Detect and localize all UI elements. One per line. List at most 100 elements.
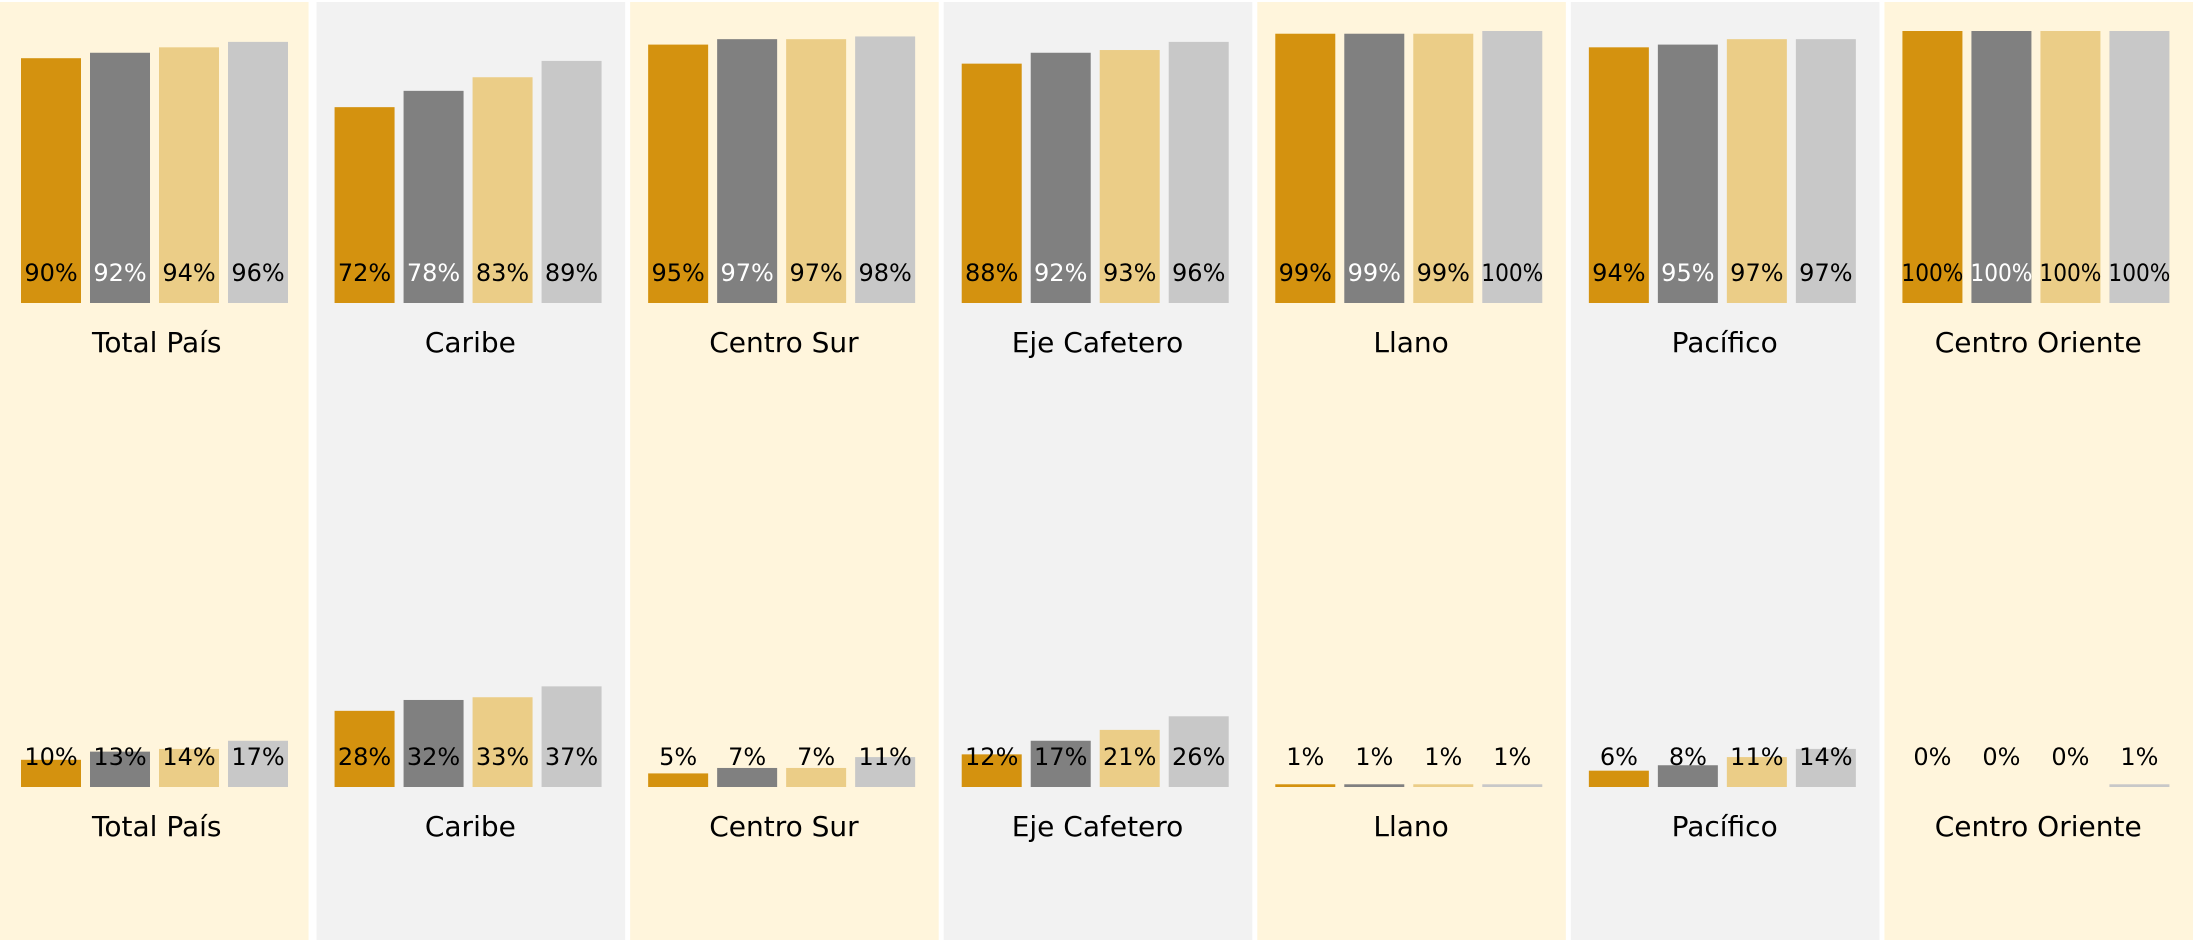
- bar: [1168, 716, 1229, 787]
- category-label: Total País: [91, 326, 221, 359]
- value-label: 96%: [1172, 259, 1225, 287]
- value-label: 92%: [93, 259, 146, 287]
- bar: [717, 39, 778, 303]
- value-label: 97%: [789, 259, 842, 287]
- value-label: 99%: [1279, 259, 1332, 287]
- value-label: 90%: [24, 259, 77, 287]
- bar: [334, 710, 395, 787]
- value-label: 8%: [1669, 743, 1707, 771]
- value-label: 33%: [476, 743, 529, 771]
- bar: [1099, 729, 1160, 787]
- bar: [1482, 31, 1543, 303]
- bar: [961, 63, 1022, 303]
- value-label: 1%: [1493, 743, 1531, 771]
- value-label: 88%: [965, 259, 1018, 287]
- category-label: Caribe: [425, 810, 516, 843]
- bar: [1795, 39, 1856, 303]
- bar: [786, 39, 847, 303]
- bar: [228, 41, 288, 303]
- value-label: 94%: [162, 259, 215, 287]
- category-label: Centro Oriente: [1935, 810, 2142, 843]
- bar: [1657, 765, 1718, 787]
- value-label: 17%: [1034, 743, 1087, 771]
- bar: [1726, 39, 1787, 303]
- bar: [159, 47, 219, 303]
- bar: [1726, 757, 1787, 787]
- value-label: 28%: [338, 743, 391, 771]
- category-label: Caribe: [425, 326, 516, 359]
- value-label: 100%: [2108, 259, 2170, 287]
- value-label: 5%: [659, 743, 697, 771]
- value-label: 6%: [1600, 743, 1638, 771]
- value-label: 78%: [407, 259, 460, 287]
- value-label: 83%: [476, 259, 529, 287]
- bar: [648, 44, 709, 303]
- value-label: 13%: [93, 743, 146, 771]
- value-label: 0%: [1982, 743, 2020, 771]
- value-label: 11%: [858, 743, 911, 771]
- bar: [1482, 784, 1543, 787]
- bar: [228, 740, 288, 787]
- bar: [541, 60, 602, 303]
- category-label: Eje Cafetero: [1012, 326, 1184, 359]
- value-label: 32%: [407, 743, 460, 771]
- category-label: Centro Sur: [709, 810, 859, 843]
- bar: [648, 773, 709, 787]
- bar: [403, 90, 464, 303]
- value-label: 12%: [965, 743, 1018, 771]
- bar: [90, 52, 150, 304]
- category-label: Pacífico: [1672, 810, 1778, 843]
- value-label: 99%: [1417, 259, 1470, 287]
- category-label: Total País: [91, 810, 221, 843]
- bar: [1588, 47, 1649, 303]
- value-label: 100%: [1481, 259, 1543, 287]
- bar: [403, 699, 464, 787]
- value-label: 97%: [720, 259, 773, 287]
- bar: [1275, 784, 1336, 787]
- bar: [717, 767, 778, 787]
- bar: [21, 58, 81, 304]
- bar: [1413, 784, 1474, 787]
- value-label: 14%: [162, 743, 215, 771]
- category-label: Centro Oriente: [1935, 326, 2142, 359]
- value-label: 0%: [2051, 743, 2089, 771]
- bar: [21, 759, 81, 787]
- value-label: 94%: [1592, 259, 1645, 287]
- category-label: Pacífico: [1672, 326, 1778, 359]
- value-label: 96%: [231, 259, 284, 287]
- value-label: 1%: [1286, 743, 1324, 771]
- value-label: 100%: [1901, 259, 1963, 287]
- value-label: 26%: [1172, 743, 1225, 771]
- category-label: Llano: [1373, 326, 1448, 359]
- value-label: 97%: [1730, 259, 1783, 287]
- value-label: 11%: [1730, 743, 1783, 771]
- value-label: 72%: [338, 259, 391, 287]
- bar: [1344, 784, 1405, 787]
- bar: [472, 77, 533, 304]
- value-label: 0%: [1913, 743, 1951, 771]
- value-label: 10%: [24, 743, 77, 771]
- category-label: Llano: [1373, 810, 1448, 843]
- bar: [1030, 740, 1091, 787]
- value-label: 100%: [2039, 259, 2101, 287]
- value-label: 92%: [1034, 259, 1087, 287]
- value-label: 7%: [728, 743, 766, 771]
- bar: [1030, 52, 1091, 304]
- bar: [855, 36, 916, 303]
- bar: [1099, 50, 1160, 303]
- bar: [1971, 31, 2032, 303]
- value-label: 37%: [545, 743, 598, 771]
- bar: [1902, 31, 1963, 303]
- category-label: Centro Sur: [709, 326, 859, 359]
- bar: [1795, 748, 1856, 787]
- bar: [961, 754, 1022, 787]
- bar: [472, 697, 533, 787]
- bar: [1344, 33, 1405, 303]
- category-label: Eje Cafetero: [1012, 810, 1184, 843]
- value-label: 97%: [1799, 259, 1852, 287]
- value-label: 100%: [1970, 259, 2032, 287]
- bar: [1588, 770, 1649, 787]
- value-label: 1%: [1424, 743, 1462, 771]
- value-label: 21%: [1103, 743, 1156, 771]
